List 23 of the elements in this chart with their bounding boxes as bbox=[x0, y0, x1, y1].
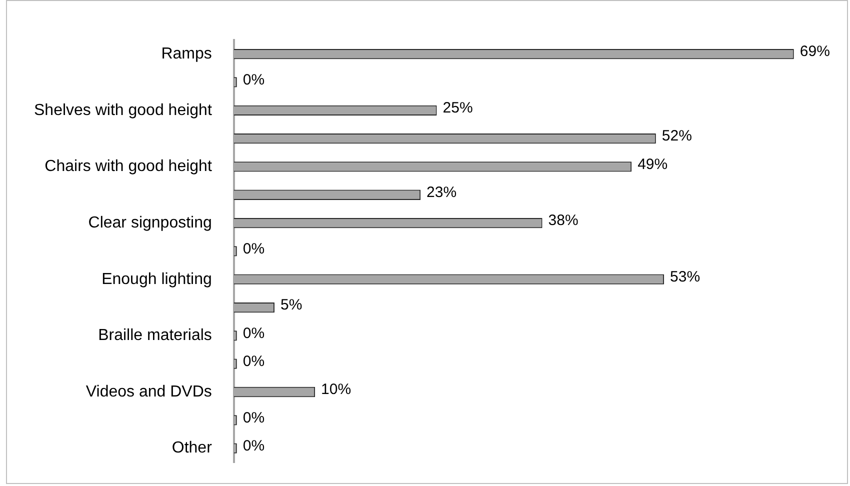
data-label: 38% bbox=[548, 212, 578, 230]
data-label: 49% bbox=[638, 156, 668, 173]
y-tick-label: Ramps bbox=[161, 45, 212, 62]
y-tick-label: Other bbox=[172, 440, 213, 457]
data-label: 10% bbox=[321, 381, 352, 398]
data-label: 25% bbox=[442, 100, 473, 117]
data-label: 5% bbox=[280, 296, 302, 314]
data-label: 0% bbox=[242, 352, 265, 370]
y-tick-label: Clear signposting bbox=[88, 214, 212, 232]
data-label: 0% bbox=[242, 409, 265, 426]
data-label: 0% bbox=[242, 324, 265, 342]
y-tick-label: Videos and DVDs bbox=[86, 383, 212, 400]
data-label: 0% bbox=[242, 240, 265, 258]
data-label: 0% bbox=[242, 71, 265, 88]
y-tick-label: Braille materials bbox=[98, 327, 212, 344]
y-tick-label: Chairs with good height bbox=[44, 158, 212, 176]
y-tick-label: Enough lighting bbox=[102, 270, 212, 288]
data-label: 0% bbox=[242, 437, 265, 454]
y-tick-label: Shelves with good height bbox=[34, 102, 212, 119]
data-label: 69% bbox=[800, 43, 830, 60]
data-label: 52% bbox=[662, 128, 692, 145]
data-label: 23% bbox=[426, 184, 457, 202]
data-label: 53% bbox=[670, 268, 700, 286]
